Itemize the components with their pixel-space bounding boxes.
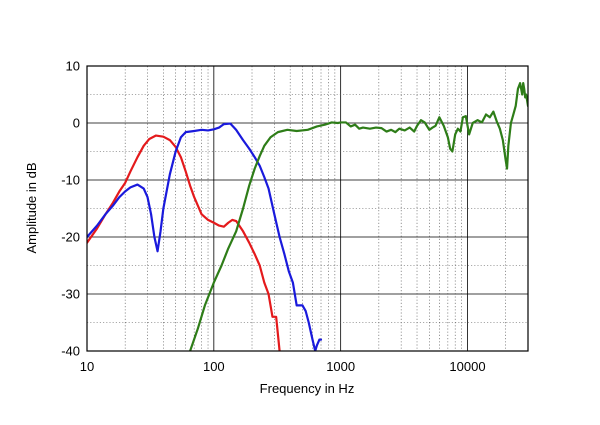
x-tick-label: 10 [80, 359, 94, 374]
y-tick-label: -40 [61, 344, 80, 359]
series-line-3 [189, 81, 528, 351]
plot-frame [86, 65, 529, 352]
y-tick-label: -20 [61, 230, 80, 245]
y-tick-label: -30 [61, 287, 80, 302]
y-tick-label: -10 [61, 173, 80, 188]
y-axis-label: Amplitude in dB [24, 162, 39, 253]
series-line-2 [87, 122, 323, 351]
y-tick-label: 10 [66, 59, 80, 74]
series-line-1 [87, 134, 281, 351]
x-tick-label: 10000 [449, 359, 485, 374]
x-axis-label: Frequency in Hz [260, 381, 355, 396]
grid [87, 66, 528, 351]
series-lines [87, 81, 528, 351]
x-tick-label: 100 [203, 359, 225, 374]
y-tick-label: 0 [73, 116, 80, 131]
x-tick-label: 1000 [326, 359, 355, 374]
